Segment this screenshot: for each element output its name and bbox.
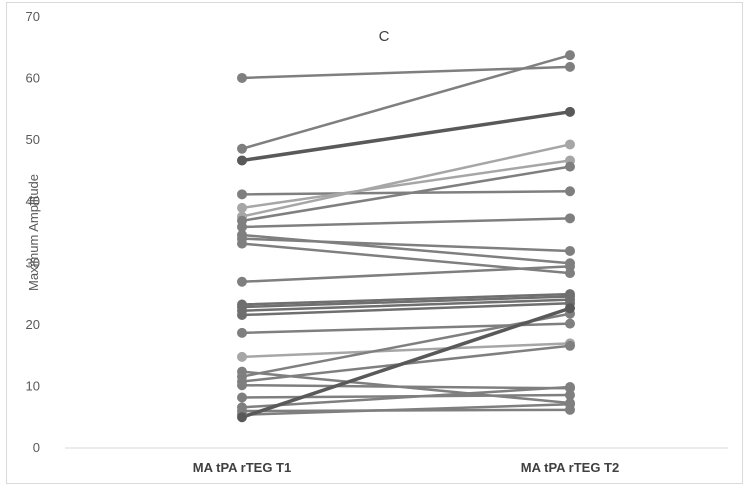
series-line [240, 165, 572, 223]
series-line [240, 292, 572, 306]
data-point [237, 392, 247, 403]
series-line [240, 53, 572, 151]
data-point [237, 412, 247, 423]
y-tick-label: 20 [26, 317, 40, 332]
series-line [240, 383, 572, 390]
data-point [237, 143, 247, 154]
data-point [565, 61, 575, 72]
data-point [237, 327, 247, 338]
data-point [237, 310, 247, 321]
data-point [237, 155, 247, 166]
chart-frame [6, 2, 743, 484]
y-tick-label: 40 [26, 194, 40, 209]
data-point [565, 318, 575, 329]
series-line [240, 65, 572, 80]
series-line [240, 265, 572, 284]
series-line [240, 217, 572, 229]
x-category-label: MA tPA rTEG T1 [193, 460, 291, 475]
data-point [565, 50, 575, 61]
data-point [565, 186, 575, 197]
series-line [240, 403, 572, 417]
chart-title: C [379, 28, 390, 45]
series-line [240, 302, 572, 317]
series-points [237, 50, 575, 423]
series-line [240, 159, 572, 210]
series-line [240, 342, 572, 359]
series-line [240, 110, 572, 163]
data-point [565, 106, 575, 117]
series-line [240, 306, 572, 419]
y-tick-label: 30 [26, 255, 40, 270]
data-point [565, 245, 575, 256]
data-point [565, 139, 575, 150]
data-point [237, 72, 247, 83]
y-tick-label: 10 [26, 378, 40, 393]
x-axis-categories: MA tPA rTEG T1 MA tPA rTEG T2 [193, 460, 619, 475]
y-axis-label: Maximum Amplitude [26, 174, 41, 291]
data-point [237, 276, 247, 287]
series-line [240, 143, 572, 218]
x-category-label: MA tPA rTEG T2 [521, 460, 619, 475]
data-point [565, 399, 575, 410]
data-point [237, 189, 247, 200]
y-tick-label: 60 [26, 71, 40, 86]
data-point [565, 303, 575, 314]
data-point [565, 213, 575, 224]
data-point [565, 390, 575, 401]
data-point [237, 380, 247, 391]
y-tick-label: 70 [26, 9, 40, 24]
y-axis-ticks: 0 10 20 30 40 50 60 70 [26, 9, 40, 455]
series-lines [240, 53, 572, 419]
y-tick-label: 50 [26, 132, 40, 147]
series-line [240, 312, 572, 378]
series-line [240, 385, 572, 409]
data-point [565, 382, 575, 393]
data-point [237, 221, 247, 232]
data-point [237, 202, 247, 213]
y-tick-label: 0 [33, 440, 40, 455]
series-line [240, 298, 572, 312]
data-point [237, 238, 247, 249]
series-line [240, 237, 572, 253]
data-point [565, 261, 575, 272]
series-line [240, 295, 572, 309]
data-point [565, 161, 575, 172]
data-point [565, 340, 575, 351]
data-point [237, 351, 247, 362]
